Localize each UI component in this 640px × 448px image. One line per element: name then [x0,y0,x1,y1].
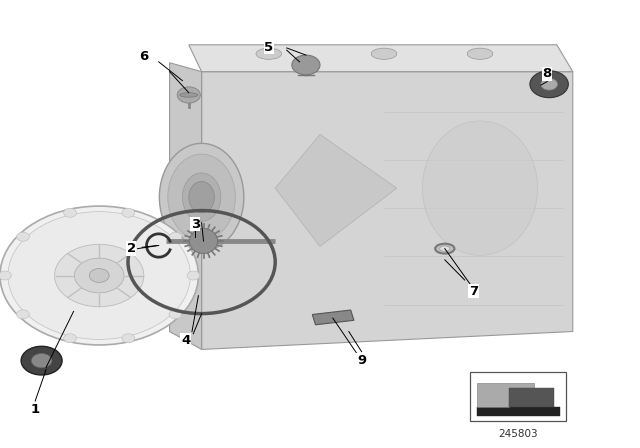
Circle shape [541,78,557,90]
Circle shape [8,211,191,340]
Text: 4: 4 [181,334,190,347]
Circle shape [530,71,568,98]
Text: 5: 5 [264,40,273,54]
Circle shape [63,334,76,343]
Ellipse shape [159,143,244,251]
Ellipse shape [189,228,218,254]
Bar [477,407,560,416]
Ellipse shape [180,93,198,97]
Ellipse shape [435,244,454,254]
Circle shape [17,310,29,319]
Polygon shape [509,388,554,407]
Circle shape [31,353,52,368]
Ellipse shape [182,173,221,221]
Text: 7: 7 [469,284,478,298]
Circle shape [169,310,182,319]
Text: 3: 3 [191,217,200,231]
Circle shape [122,208,135,217]
Bar [470,372,566,421]
Ellipse shape [189,181,214,213]
Circle shape [74,258,124,293]
Ellipse shape [371,48,397,60]
Polygon shape [312,310,354,325]
Polygon shape [189,45,573,72]
Circle shape [21,346,62,375]
Circle shape [63,208,76,217]
Circle shape [177,87,200,103]
Circle shape [89,269,109,282]
Text: 8: 8 [543,67,552,81]
Ellipse shape [168,154,236,240]
Circle shape [54,244,144,307]
Ellipse shape [440,246,450,251]
Circle shape [292,55,320,75]
Ellipse shape [467,48,493,60]
Ellipse shape [422,121,538,255]
Circle shape [187,271,200,280]
Text: 2: 2 [127,242,136,255]
Circle shape [17,232,29,241]
Circle shape [0,271,12,280]
Circle shape [0,206,198,345]
Circle shape [169,232,182,241]
Text: 1: 1 [31,403,40,417]
Text: 6: 6 [140,49,148,63]
Polygon shape [170,63,202,349]
Text: 9: 9 [357,354,366,367]
Polygon shape [477,383,534,407]
Text: 245803: 245803 [499,429,538,439]
Circle shape [122,334,135,343]
Polygon shape [275,134,397,246]
Ellipse shape [256,48,282,60]
Polygon shape [202,72,573,349]
